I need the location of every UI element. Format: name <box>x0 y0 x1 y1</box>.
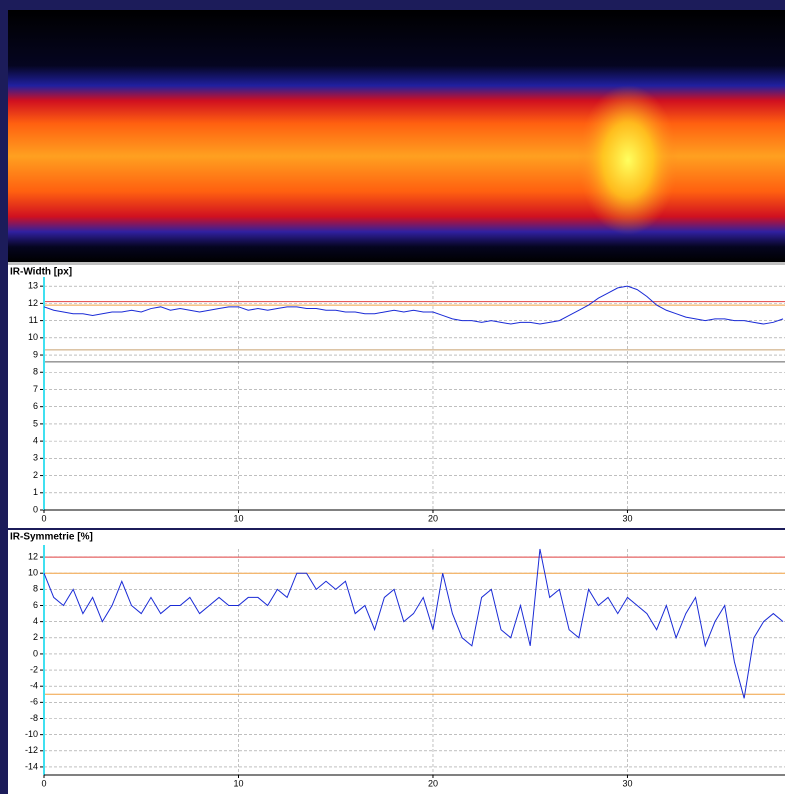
y-tick-label: 3 <box>33 453 38 463</box>
y-tick-label: -10 <box>25 729 38 739</box>
y-tick-label: 6 <box>33 401 38 411</box>
x-tick-label: 0 <box>41 513 46 523</box>
y-tick-label: 7 <box>33 384 38 394</box>
y-tick-label: 0 <box>33 504 38 514</box>
y-tick-label: 0 <box>33 648 38 658</box>
x-tick-label: 20 <box>428 778 438 788</box>
y-tick-label: -4 <box>30 681 38 691</box>
chart-panel <box>8 265 785 528</box>
y-tick-label: 12 <box>28 551 38 561</box>
x-tick-label: 10 <box>233 778 243 788</box>
x-tick-label: 10 <box>233 513 243 523</box>
x-tick-label: 30 <box>622 513 632 523</box>
y-tick-label: 10 <box>28 332 38 342</box>
x-tick-label: 0 <box>41 778 46 788</box>
y-tick-label: -12 <box>25 745 38 755</box>
y-tick-label: 8 <box>33 584 38 594</box>
x-tick-label: 20 <box>428 513 438 523</box>
y-tick-label: 13 <box>28 281 38 291</box>
y-tick-label: 10 <box>28 568 38 578</box>
chart-title: IR-Symmetrie [%] <box>10 532 93 543</box>
y-tick-label: 12 <box>28 298 38 308</box>
app-window: IR-Width [px]0123456789101112130102030IR… <box>0 0 785 794</box>
y-tick-label: 2 <box>33 470 38 480</box>
hot-spot <box>578 85 678 235</box>
page: IR-Width [px]0123456789101112130102030IR… <box>0 0 785 794</box>
y-tick-label: 11 <box>29 315 38 325</box>
y-tick-label: 6 <box>33 600 38 610</box>
y-tick-label: 5 <box>33 418 38 428</box>
chart-title: IR-Width [px] <box>10 267 72 278</box>
y-tick-label: 2 <box>33 632 38 642</box>
y-tick-label: -8 <box>30 713 38 723</box>
y-tick-label: 1 <box>33 487 38 497</box>
y-tick-label: 9 <box>33 349 38 359</box>
y-tick-label: 4 <box>33 436 38 446</box>
y-tick-label: 8 <box>33 367 38 377</box>
separator <box>8 262 785 265</box>
y-tick-label: 4 <box>33 616 38 626</box>
y-tick-label: -14 <box>25 761 38 771</box>
y-tick-label: -2 <box>30 664 38 674</box>
x-tick-label: 30 <box>622 778 632 788</box>
chart-panel <box>8 530 785 794</box>
y-tick-label: -6 <box>30 697 38 707</box>
